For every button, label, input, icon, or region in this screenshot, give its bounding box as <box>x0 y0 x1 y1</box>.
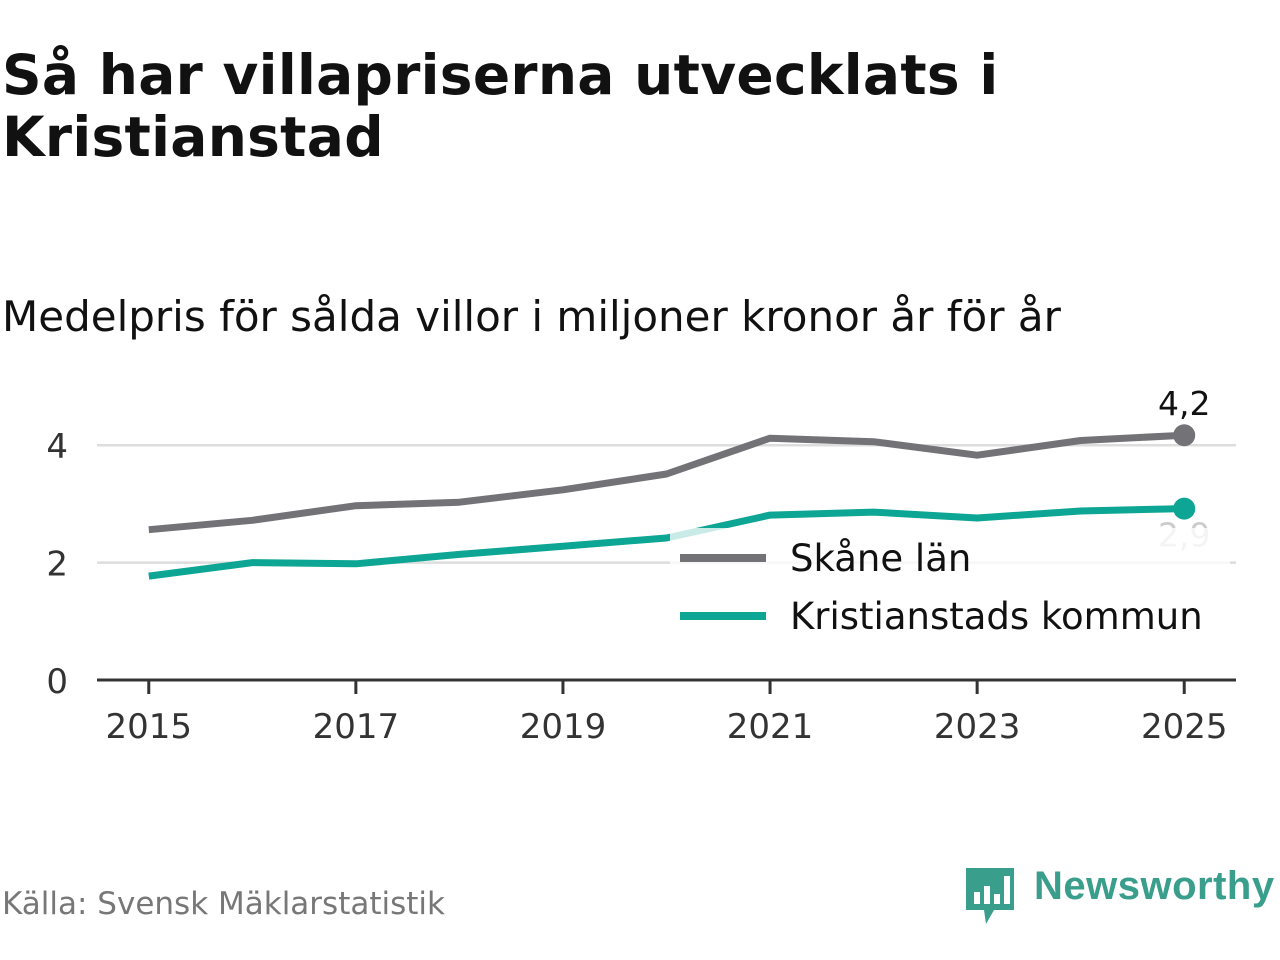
x-tick-label: 2025 <box>1141 707 1228 747</box>
series-endpoints <box>1173 424 1196 520</box>
y-tick-label: 0 <box>46 662 68 702</box>
x-tick-label: 2015 <box>106 707 193 747</box>
y-tick-label: 2 <box>46 545 68 585</box>
chart-subtitle: Medelpris för sålda villor i miljoner kr… <box>2 292 1061 341</box>
x-tick-label: 2019 <box>520 707 607 747</box>
series-lines <box>148 431 1185 580</box>
y-axis: 0 2 4 <box>46 427 68 702</box>
newsworthy-logo-icon <box>966 868 1014 924</box>
series-endpoint-1 <box>1173 497 1196 520</box>
x-tick-label: 2021 <box>727 707 814 747</box>
series-line-1 <box>148 505 1185 580</box>
series-end-label-0: 4,2 <box>1158 384 1210 423</box>
series-line-0 <box>148 431 1185 534</box>
brand-name: Newsworthy <box>1034 864 1275 908</box>
legend-label-kristianstad: Kristianstads kommun <box>790 595 1203 638</box>
series-endpoint-0 <box>1173 424 1196 447</box>
legend-label-skane: Skåne län <box>790 537 971 580</box>
x-tick-label: 2017 <box>313 707 400 747</box>
y-tick-label: 4 <box>46 427 68 467</box>
x-tick-label: 2023 <box>934 707 1021 747</box>
chart-title: Så har villapriserna utvecklats i Kristi… <box>2 43 999 169</box>
x-axis: 2015 2017 2019 2021 2023 2025 <box>97 678 1236 747</box>
legend-background <box>670 528 1230 652</box>
source-note: Källa: Svensk Mäklarstatistik <box>2 886 445 922</box>
legend: Skåne län Kristianstads kommun <box>670 528 1230 652</box>
